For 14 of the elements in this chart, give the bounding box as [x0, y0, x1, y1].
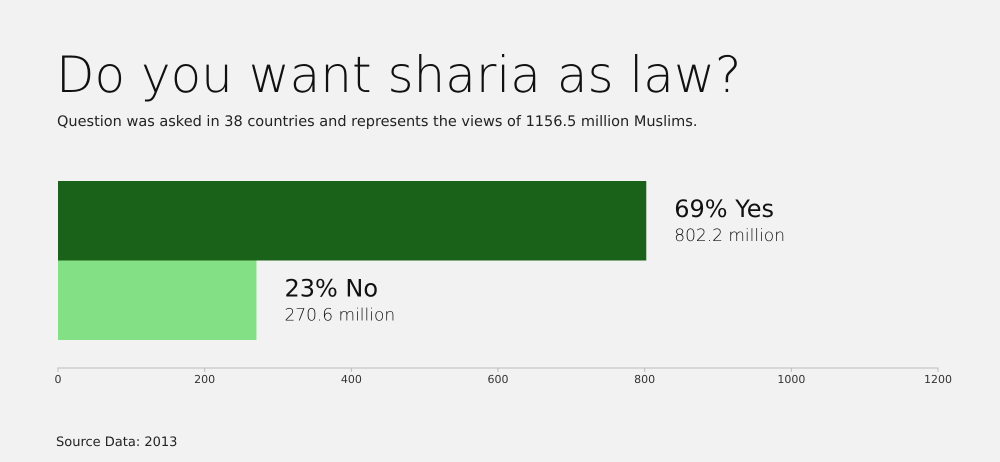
x-tick-label: 600: [488, 372, 508, 386]
x-tick-label: 0: [54, 372, 62, 386]
annotation: 69% Yes: [674, 194, 774, 223]
x-tick-label: 800: [634, 372, 656, 386]
chart-subtitle: Question was asked in 38 countries and represents the views of 1156.5 million Muslims.: [57, 114, 698, 130]
x-tick-label: 400: [340, 372, 362, 386]
source-note: Source Data: 2013: [56, 435, 178, 450]
chart-title: Do you want sharia as law?: [56, 46, 742, 104]
annotation: 23% No: [284, 274, 378, 302]
x-tick-label: 1200: [924, 372, 952, 386]
x-tick-label: 200: [194, 372, 216, 386]
annotation: 802.2 million: [674, 226, 785, 246]
annotation: 270.6 million: [284, 305, 396, 326]
x-tick-label: 1000: [777, 372, 806, 386]
